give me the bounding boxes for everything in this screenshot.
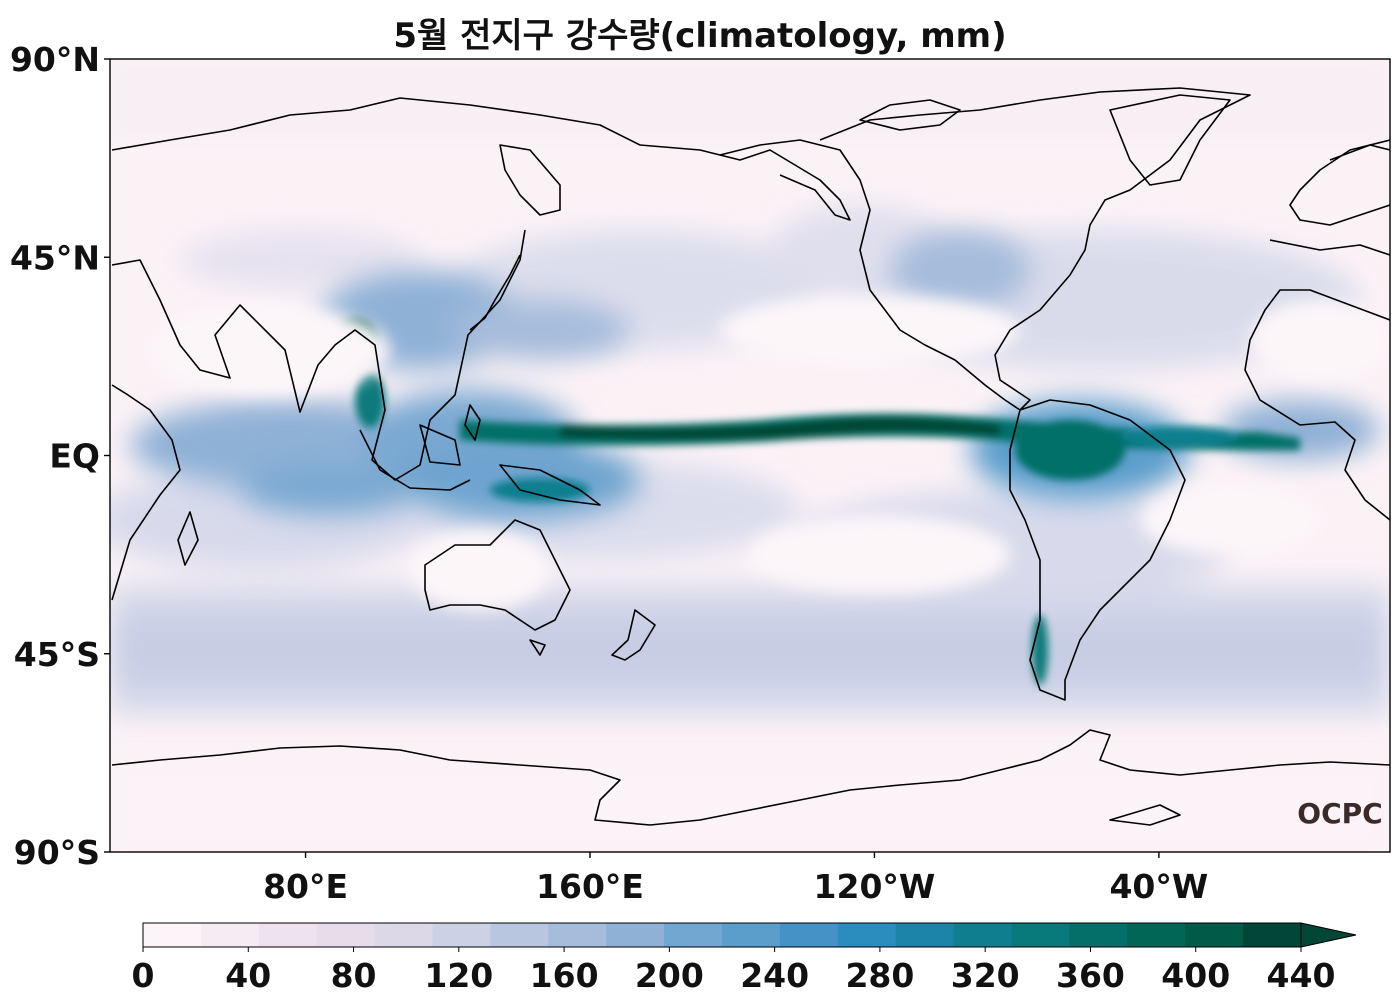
lon-tick-label: 120°W [814,867,936,906]
lon-tick-label: 40°W [1109,867,1208,906]
colorbar-segment [374,923,433,947]
colorbar-label: 440 [1267,956,1336,995]
latitude-axis: 90°N 45°N EQ 45°S 90°S [10,40,110,872]
colorbar-segment [1243,923,1302,947]
colorbar-label: 160 [530,956,599,995]
colorbar-segment [953,923,1012,947]
colorbar-segment [722,923,781,947]
colorbar-segment [548,923,607,947]
colorbar-segment [200,923,260,947]
colorbar-segment [1011,923,1070,947]
coastlines [111,87,1390,826]
ocpc-logo: OCPC [1297,797,1382,830]
lon-tick-label: 80°E [263,867,348,906]
colorbar-label: 320 [951,956,1020,995]
colorbar-segment [1185,923,1244,947]
colorbar: 0 40 80 120 160 200 240 280 320 360 400 440 [132,922,1357,995]
colorbar-segment [1069,923,1128,947]
colorbar-label: 0 [132,956,155,995]
colorbar-label: 40 [225,956,271,995]
colorbar-label: 400 [1161,956,1230,995]
colorbar-segment [258,923,318,947]
colorbar-segment [432,923,491,947]
colorbar-label: 240 [740,956,809,995]
longitude-axis: 80°E 160°E 120°W 40°W [263,852,1208,906]
lat-tick-label: EQ [49,437,100,476]
colorbar-segment [143,923,202,947]
colorbar-segment [606,923,665,947]
colorbar-segment [837,923,897,947]
colorbar-label: 280 [845,956,914,995]
lat-tick-label: 45°N [10,238,100,277]
colorbar-segment [895,923,955,947]
colorbar-segment [664,923,723,947]
precipitation-field [110,60,1390,852]
lat-tick-label: 90°S [14,833,100,872]
colorbar-frame [142,922,1302,948]
colorbar-segment [779,923,839,947]
lat-tick-label: 45°S [14,635,100,674]
colorbar-label: 360 [1056,956,1125,995]
colorbar-segment [316,923,376,947]
colorbar-label: 80 [331,956,377,995]
colorbar-label: 200 [635,956,704,995]
lat-tick-label: 90°N [10,40,100,79]
map-title: 5월 전지구 강수량(climatology, mm) [393,16,1007,56]
colorbar-label: 120 [424,956,493,995]
colorbar-segment [1127,923,1186,947]
colorbar-extend-arrow [1300,922,1357,948]
colorbar-segment [490,923,549,947]
svg-text:OCPC: OCPC [1297,797,1382,830]
lon-tick-label: 160°E [536,867,644,906]
